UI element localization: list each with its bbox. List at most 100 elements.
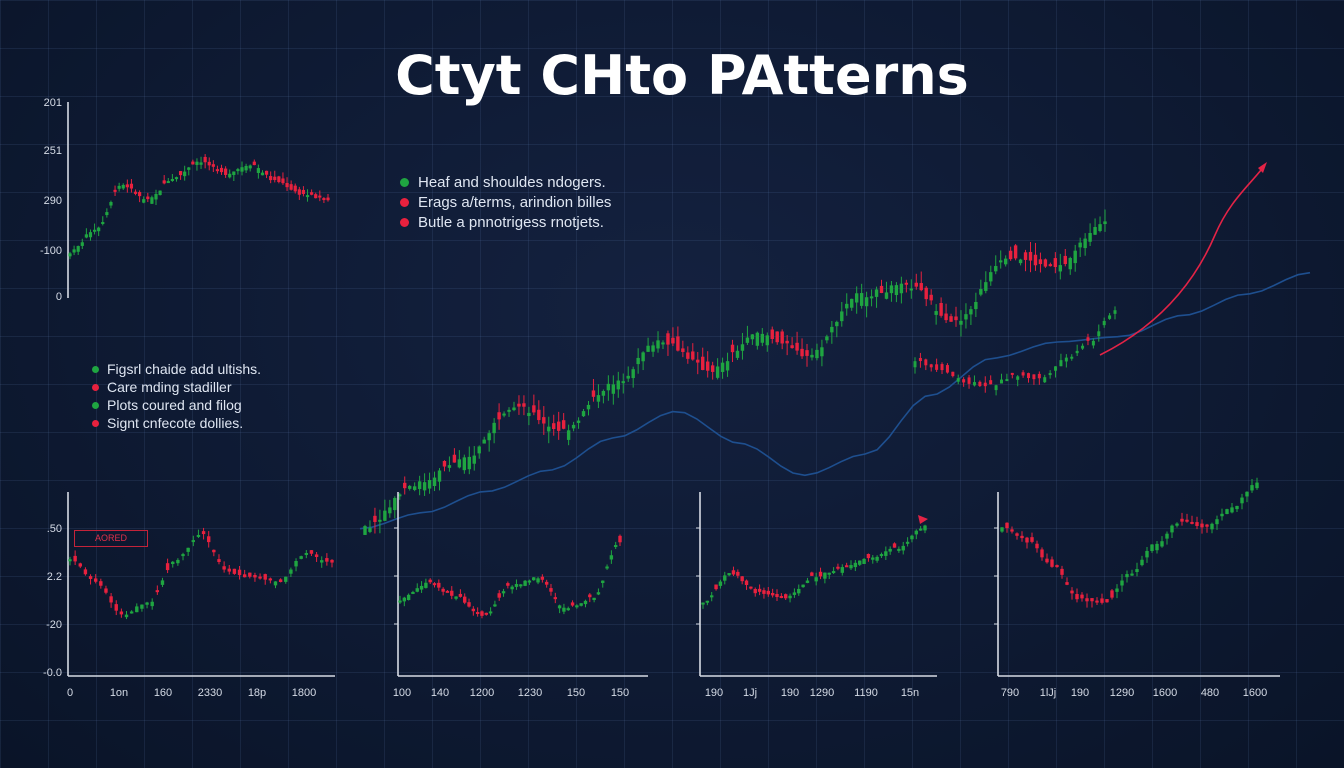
candle-body xyxy=(862,558,866,564)
candle-body xyxy=(388,507,392,514)
candle-body xyxy=(1025,537,1029,543)
candle-body xyxy=(1185,519,1189,522)
candle-body xyxy=(215,169,220,172)
candle-body xyxy=(656,340,660,349)
candle-body xyxy=(68,253,72,257)
candle-body xyxy=(475,612,480,615)
candle-body xyxy=(879,554,884,557)
candle-body xyxy=(219,167,224,173)
candle-body xyxy=(222,566,226,570)
candle-body xyxy=(432,477,437,487)
x-tick-label: 140 xyxy=(431,687,449,699)
candle-body xyxy=(424,582,428,588)
candle-body xyxy=(859,293,864,306)
candle-body xyxy=(951,371,955,377)
candle-body xyxy=(939,302,943,316)
candle-body xyxy=(999,260,1003,263)
candle-body xyxy=(1040,549,1044,558)
candle-body xyxy=(766,590,770,595)
candle-body xyxy=(422,482,427,491)
candle-body xyxy=(636,357,640,365)
candle-body xyxy=(730,344,735,353)
candle-body xyxy=(601,580,605,584)
candle-body xyxy=(969,309,973,315)
candle-body xyxy=(770,592,775,596)
candle-body xyxy=(1250,485,1254,491)
candle-body xyxy=(1070,590,1074,594)
candle-body xyxy=(1000,527,1004,532)
legend-dot-icon xyxy=(400,217,409,227)
candle-body xyxy=(383,510,387,521)
candle-body xyxy=(557,605,562,609)
candle-body xyxy=(1064,357,1068,362)
candle-body xyxy=(1150,544,1154,551)
chart-bottom-1: .50 2.2 -20 -0.0 0 1on 160 2330 18p 1800 xyxy=(43,492,335,699)
candle-body xyxy=(866,553,871,559)
candle-body xyxy=(268,578,273,581)
candle-body xyxy=(417,481,422,490)
candle-body xyxy=(1010,372,1014,375)
candle-body xyxy=(304,552,309,555)
candle-body xyxy=(1100,598,1104,603)
candle-body xyxy=(522,403,526,407)
candle-body xyxy=(1113,310,1117,314)
candle-body xyxy=(477,446,481,454)
chart-main xyxy=(359,162,1311,535)
candle-body xyxy=(171,561,175,565)
candle-body xyxy=(78,563,82,567)
candle-body xyxy=(1200,523,1204,528)
legend-left: Figsrl chaide add ultishs. Care mding sta… xyxy=(92,360,261,432)
legend-dot-icon xyxy=(400,177,409,187)
x-tick-label: 18p xyxy=(248,687,266,699)
candle-body xyxy=(537,409,541,421)
candle-body xyxy=(322,198,326,201)
candle-body xyxy=(576,420,581,423)
candle-body xyxy=(305,195,310,198)
candle-body xyxy=(93,578,98,582)
candle-body xyxy=(1003,258,1008,265)
candle-body xyxy=(129,611,134,614)
legend-left-label: Figsrl chaide add ultishs. xyxy=(107,361,262,377)
candle-body xyxy=(705,600,710,603)
candle-body xyxy=(196,534,201,537)
candle-body xyxy=(784,594,788,599)
trend-line xyxy=(359,271,1311,530)
candle-body xyxy=(592,597,596,601)
chart-bottom-3: 190 1Jj 190 1290 1190 15n xyxy=(699,492,937,699)
candle-body xyxy=(646,345,650,352)
candle-body xyxy=(596,395,601,402)
candle-body xyxy=(1023,252,1028,260)
candle-body xyxy=(146,196,150,200)
legend-left-item: Signt cnfecote dollies. xyxy=(92,414,261,432)
candle-body xyxy=(318,195,322,198)
candle-body xyxy=(145,602,149,605)
candle-body xyxy=(989,272,993,282)
candle-body xyxy=(869,296,874,299)
candle-body xyxy=(462,457,467,471)
candle-body xyxy=(314,554,319,557)
candle-body xyxy=(1160,541,1164,547)
candle-body xyxy=(613,545,618,548)
candle-body xyxy=(467,456,471,470)
candle-body xyxy=(536,578,540,583)
candle-body xyxy=(918,357,922,362)
candle-body xyxy=(527,580,532,583)
candle-body xyxy=(1038,259,1043,265)
candle-body xyxy=(840,311,844,322)
candle-body xyxy=(661,342,665,345)
candle-body xyxy=(482,439,486,444)
candle-body xyxy=(994,266,998,272)
candle-body xyxy=(910,535,914,540)
candle-body xyxy=(471,608,476,612)
candle-body xyxy=(228,173,232,178)
candle-body xyxy=(458,593,463,597)
candle-body xyxy=(284,576,288,582)
candle-body xyxy=(919,283,923,291)
candle-body xyxy=(260,172,265,176)
candle-body xyxy=(510,586,514,590)
candle-body xyxy=(850,298,854,308)
candle-body xyxy=(899,283,904,294)
candle-body xyxy=(1145,550,1149,558)
candle-body xyxy=(929,364,933,368)
candle-body xyxy=(472,455,476,464)
